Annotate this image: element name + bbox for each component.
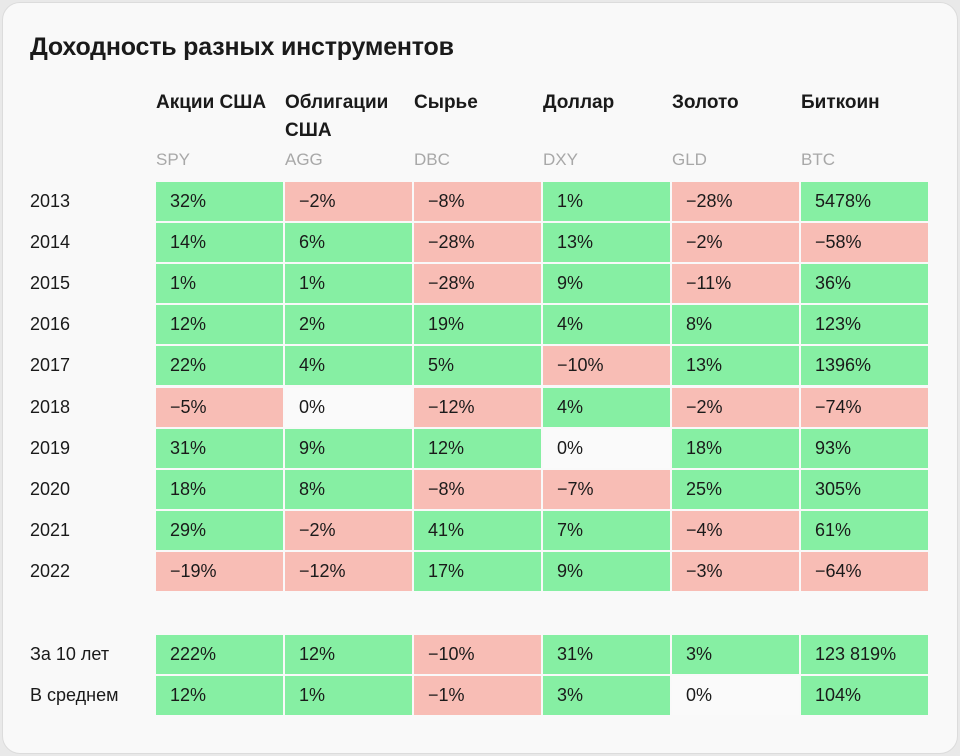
table-cell: 29% <box>156 510 283 550</box>
row-label: 2014 <box>30 232 71 253</box>
column-header: Биткоин <box>801 92 880 113</box>
table-cell: −28% <box>414 223 541 263</box>
table-cell: 1% <box>543 182 670 221</box>
column-ticker: DBC <box>414 150 450 169</box>
table-cell: −28% <box>414 264 541 304</box>
row-label: 2022 <box>30 560 71 581</box>
table-cell: 4% <box>543 305 670 345</box>
table-cell: 6% <box>285 223 412 263</box>
table-cell: 9% <box>543 264 670 304</box>
table-cell: 123% <box>801 305 928 345</box>
table-cell: −8% <box>414 469 541 509</box>
table-cell: 12% <box>156 676 283 716</box>
table-cell: −5% <box>156 387 283 427</box>
table-cell: 9% <box>543 551 670 591</box>
table-cell: −4% <box>672 510 799 550</box>
column-ticker: DXY <box>543 150 578 169</box>
row-label: 2013 <box>30 191 71 211</box>
table-cell: 7% <box>543 510 670 550</box>
table-cell: −1% <box>414 676 541 716</box>
row-label: 2019 <box>30 437 71 458</box>
table-cell: 1% <box>156 264 283 304</box>
column-ticker: SPY <box>156 150 191 169</box>
column-header: Сырье <box>414 92 478 113</box>
table-cell: −28% <box>672 182 799 221</box>
table-cell: −7% <box>543 469 670 509</box>
row-label: За 10 лет <box>30 644 110 664</box>
table-cell: 1% <box>285 676 412 716</box>
table-cell: 5% <box>414 346 541 386</box>
table-cell: 14% <box>156 223 283 263</box>
table-cell: 12% <box>285 635 412 674</box>
table-cell: 8% <box>285 469 412 509</box>
table-cell: −2% <box>285 182 412 221</box>
page-title: Доходность разных инструментов <box>30 33 454 61</box>
table-cell: 19% <box>414 305 541 345</box>
column-ticker: GLD <box>672 150 707 169</box>
table-cell: −11% <box>672 264 799 304</box>
table-cell: 104% <box>801 676 928 716</box>
table-cell: 4% <box>543 387 670 427</box>
table-cell: 41% <box>414 510 541 550</box>
table-cell: 31% <box>156 428 283 468</box>
table-cell: 3% <box>672 635 799 674</box>
table-cell: 8% <box>672 305 799 345</box>
column-header: Облигации США <box>285 92 389 141</box>
column-header: Акции США <box>156 92 267 113</box>
table-cell: 222% <box>156 635 283 674</box>
row-label: 2018 <box>30 396 71 417</box>
row-label: 2021 <box>30 519 71 540</box>
table-cell: −64% <box>801 551 928 591</box>
table-cell: 12% <box>414 428 541 468</box>
table-cell: 18% <box>672 428 799 468</box>
table-cell: 1% <box>285 264 412 304</box>
table-cell: 31% <box>543 635 670 674</box>
table-cell: −3% <box>672 551 799 591</box>
table-cell: 36% <box>801 264 928 304</box>
table-cell: −12% <box>414 387 541 427</box>
table-cell: 9% <box>285 428 412 468</box>
table-cell: −10% <box>414 635 541 674</box>
column-header: Доллар <box>543 92 615 113</box>
table-cell: 61% <box>801 510 928 550</box>
table-cell: −2% <box>285 510 412 550</box>
table-cell: −12% <box>285 551 412 591</box>
table-cell: 22% <box>156 346 283 386</box>
table-cell: 32% <box>156 182 283 221</box>
table-cell: 4% <box>285 346 412 386</box>
table-cell: 305% <box>801 469 928 509</box>
row-label: 2016 <box>30 314 71 335</box>
table-cell: 2% <box>285 305 412 345</box>
table-cell: −58% <box>801 223 928 263</box>
table-cell: 1396% <box>801 346 928 386</box>
table-cell: 123 819% <box>801 635 928 674</box>
table-cell: −19% <box>156 551 283 591</box>
table-cell: −74% <box>801 387 928 427</box>
table-cell: 13% <box>543 223 670 263</box>
row-label: В среднем <box>30 685 119 706</box>
table-cell: 0% <box>672 676 799 716</box>
table-cell: −8% <box>414 182 541 221</box>
row-label: 2020 <box>30 478 71 499</box>
table-cell: 17% <box>414 551 541 591</box>
table-cell: 0% <box>285 387 412 427</box>
table-cell: 13% <box>672 346 799 386</box>
row-label: 2015 <box>30 273 71 294</box>
table-cell: 0% <box>543 428 670 468</box>
column-ticker: AGG <box>285 150 323 169</box>
table-cell: 18% <box>156 469 283 509</box>
table-cell: 93% <box>801 428 928 468</box>
table-cell: 25% <box>672 469 799 509</box>
table-cell: 12% <box>156 305 283 345</box>
table-cell: 5478% <box>801 182 928 221</box>
table-cell: 3% <box>543 676 670 716</box>
column-ticker: BTC <box>801 150 835 169</box>
table-cell: −2% <box>672 223 799 263</box>
column-header: Золото <box>672 92 739 113</box>
table-cell: −10% <box>543 346 670 386</box>
row-label: 2017 <box>30 355 71 376</box>
table-cell: −2% <box>672 387 799 427</box>
